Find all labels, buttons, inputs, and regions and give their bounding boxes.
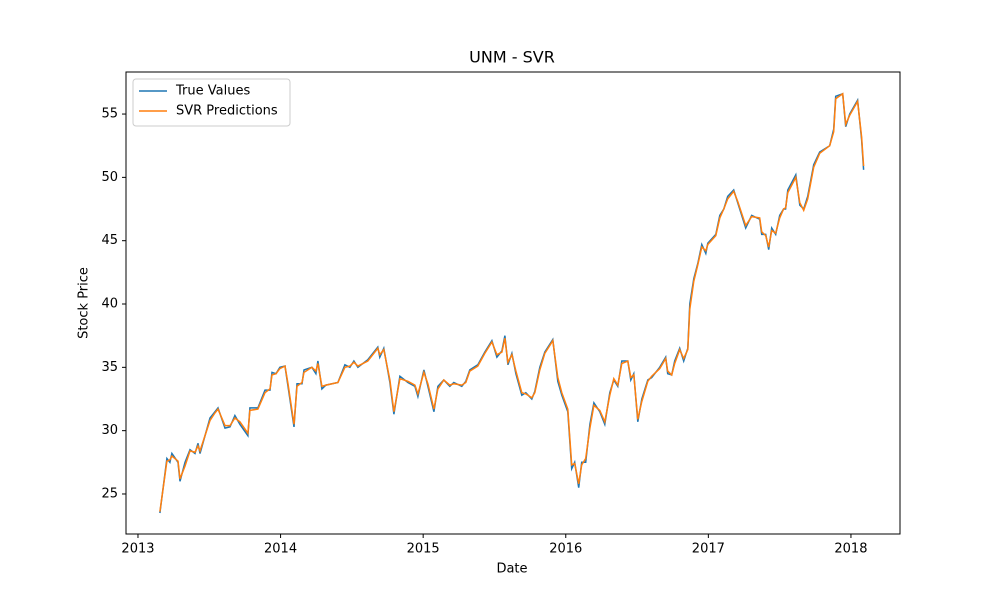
y-axis-label: Stock Price xyxy=(77,267,92,339)
plot-frame xyxy=(125,71,901,535)
y-tick-label: 50 xyxy=(101,170,118,185)
x-tick-label: 2018 xyxy=(834,542,867,557)
x-tick-label: 2014 xyxy=(264,542,297,557)
legend-box xyxy=(132,78,291,127)
y-tick-label: 40 xyxy=(101,297,118,312)
x-axis-label: Date xyxy=(496,562,527,577)
chart-title: UNM - SVR xyxy=(469,48,555,67)
x-tick-label: 2013 xyxy=(121,542,154,557)
x-tick-label: 2017 xyxy=(692,542,725,557)
x-tick-label: 2016 xyxy=(549,542,582,557)
legend-label: True Values xyxy=(175,84,250,99)
y-tick-label: 25 xyxy=(101,486,118,501)
y-tick-label: 35 xyxy=(101,360,118,375)
x-tick-label: 2015 xyxy=(407,542,440,557)
data-line xyxy=(159,92,865,512)
y-tick-label: 30 xyxy=(101,423,118,438)
y-tick-label: 55 xyxy=(101,107,118,122)
y-tick-label: 45 xyxy=(101,233,118,248)
data-line xyxy=(159,92,865,514)
legend-label: SVR Predictions xyxy=(176,104,278,119)
